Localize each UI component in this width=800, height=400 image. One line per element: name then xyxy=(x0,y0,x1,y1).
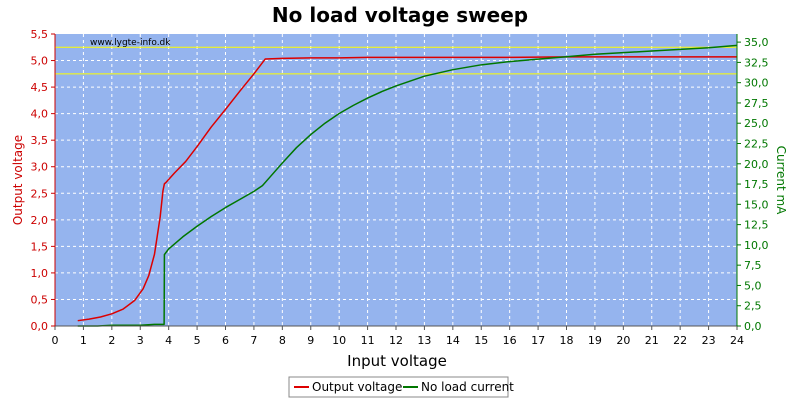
x-tick-label: 1 xyxy=(80,334,87,347)
x-tick-label: 0 xyxy=(52,334,59,347)
right-tick-label: 10,0 xyxy=(744,239,769,252)
right-tick-label: 5,0 xyxy=(744,279,762,292)
x-tick-label: 20 xyxy=(616,334,630,347)
x-tick-label: 14 xyxy=(446,334,460,347)
x-tick-label: 9 xyxy=(307,334,314,347)
grid-lines xyxy=(55,34,737,326)
right-tick-label: 2,5 xyxy=(744,300,762,313)
x-tick-label: 8 xyxy=(279,334,286,347)
left-tick-label: 5,0 xyxy=(31,55,49,68)
x-tick-label: 16 xyxy=(503,334,517,347)
series-line-no-load-current xyxy=(77,44,738,327)
x-tick-label: 3 xyxy=(137,334,144,347)
x-tick-label: 13 xyxy=(417,334,431,347)
right-tick-label: 27,5 xyxy=(744,97,769,110)
x-axis-ticks: 0 1 2 3 4 5 6 7 8 9 10 11 12 13 14 15 16 17 18 19 20 21 22 23 24 xyxy=(52,326,744,347)
watermark-text: www.lygte-info.dk xyxy=(90,38,171,48)
left-tick-label: 0,5 xyxy=(31,293,49,306)
x-tick-label: 23 xyxy=(702,334,716,347)
left-tick-label: 2,0 xyxy=(31,214,49,227)
x-tick-label: 6 xyxy=(222,334,229,347)
left-tick-label: 1,0 xyxy=(31,267,49,280)
left-tick-label: 2,5 xyxy=(31,187,49,200)
right-axis-label: Current mA xyxy=(774,146,788,216)
right-tick-label: 17,5 xyxy=(744,178,769,191)
legend-no-load-current-label: No load current xyxy=(421,380,514,394)
x-tick-label: 5 xyxy=(194,334,201,347)
left-tick-label: 5,5 xyxy=(31,28,49,41)
right-tick-label: 25,0 xyxy=(744,117,769,130)
right-tick-label: 12,5 xyxy=(744,219,769,232)
legend-output-voltage-label: Output voltage xyxy=(312,380,402,394)
series-layer xyxy=(77,44,738,327)
x-tick-label: 15 xyxy=(474,334,488,347)
left-tick-label: 1,5 xyxy=(31,240,49,253)
x-tick-label: 12 xyxy=(389,334,403,347)
legend: Output voltage No load current xyxy=(288,376,514,398)
x-tick-label: 2 xyxy=(108,334,115,347)
x-tick-label: 17 xyxy=(531,334,545,347)
series-line-output-voltage xyxy=(77,56,737,322)
x-tick-label: 4 xyxy=(165,334,172,347)
right-tick-label: 30,0 xyxy=(744,77,769,90)
left-tick-label: 4,5 xyxy=(31,81,49,94)
left-axis-label: Output voltage xyxy=(11,135,25,225)
x-tick-label: 21 xyxy=(645,334,659,347)
x-tick-label: 10 xyxy=(332,334,346,347)
x-tick-label: 11 xyxy=(361,334,375,347)
right-axis-ticks: 0,0 2,5 5,0 7,5 10,0 12,5 15,0 17,5 20,0 22,5 25,0… xyxy=(737,36,769,333)
legend-box xyxy=(288,376,509,398)
left-tick-label: 3,5 xyxy=(31,134,49,147)
left-tick-label: 3,0 xyxy=(31,161,49,174)
x-tick-label: 24 xyxy=(730,334,744,347)
reference-lines xyxy=(55,46,737,75)
x-tick-label: 19 xyxy=(588,334,602,347)
right-tick-label: 20,0 xyxy=(744,158,769,171)
chart-title: No load voltage sweep xyxy=(272,3,528,27)
right-tick-label: 22,5 xyxy=(744,138,769,151)
right-tick-label: 0,0 xyxy=(744,320,762,333)
x-tick-label: 18 xyxy=(560,334,574,347)
right-tick-label: 15,0 xyxy=(744,198,769,211)
right-tick-label: 35,0 xyxy=(744,36,769,49)
left-tick-label: 0,0 xyxy=(31,320,49,333)
left-tick-label: 4,0 xyxy=(31,108,49,121)
x-tick-label: 22 xyxy=(673,334,687,347)
right-tick-label: 32,5 xyxy=(744,56,769,69)
right-tick-label: 7,5 xyxy=(744,259,762,272)
left-axis-ticks: 0,0 0,5 1,0 1,5 2,0 2,5 3,0 3,5 4,0 4,5 5,0 5,5 xyxy=(31,28,55,333)
x-axis-label: Input voltage xyxy=(347,352,447,370)
x-tick-label: 7 xyxy=(250,334,257,347)
